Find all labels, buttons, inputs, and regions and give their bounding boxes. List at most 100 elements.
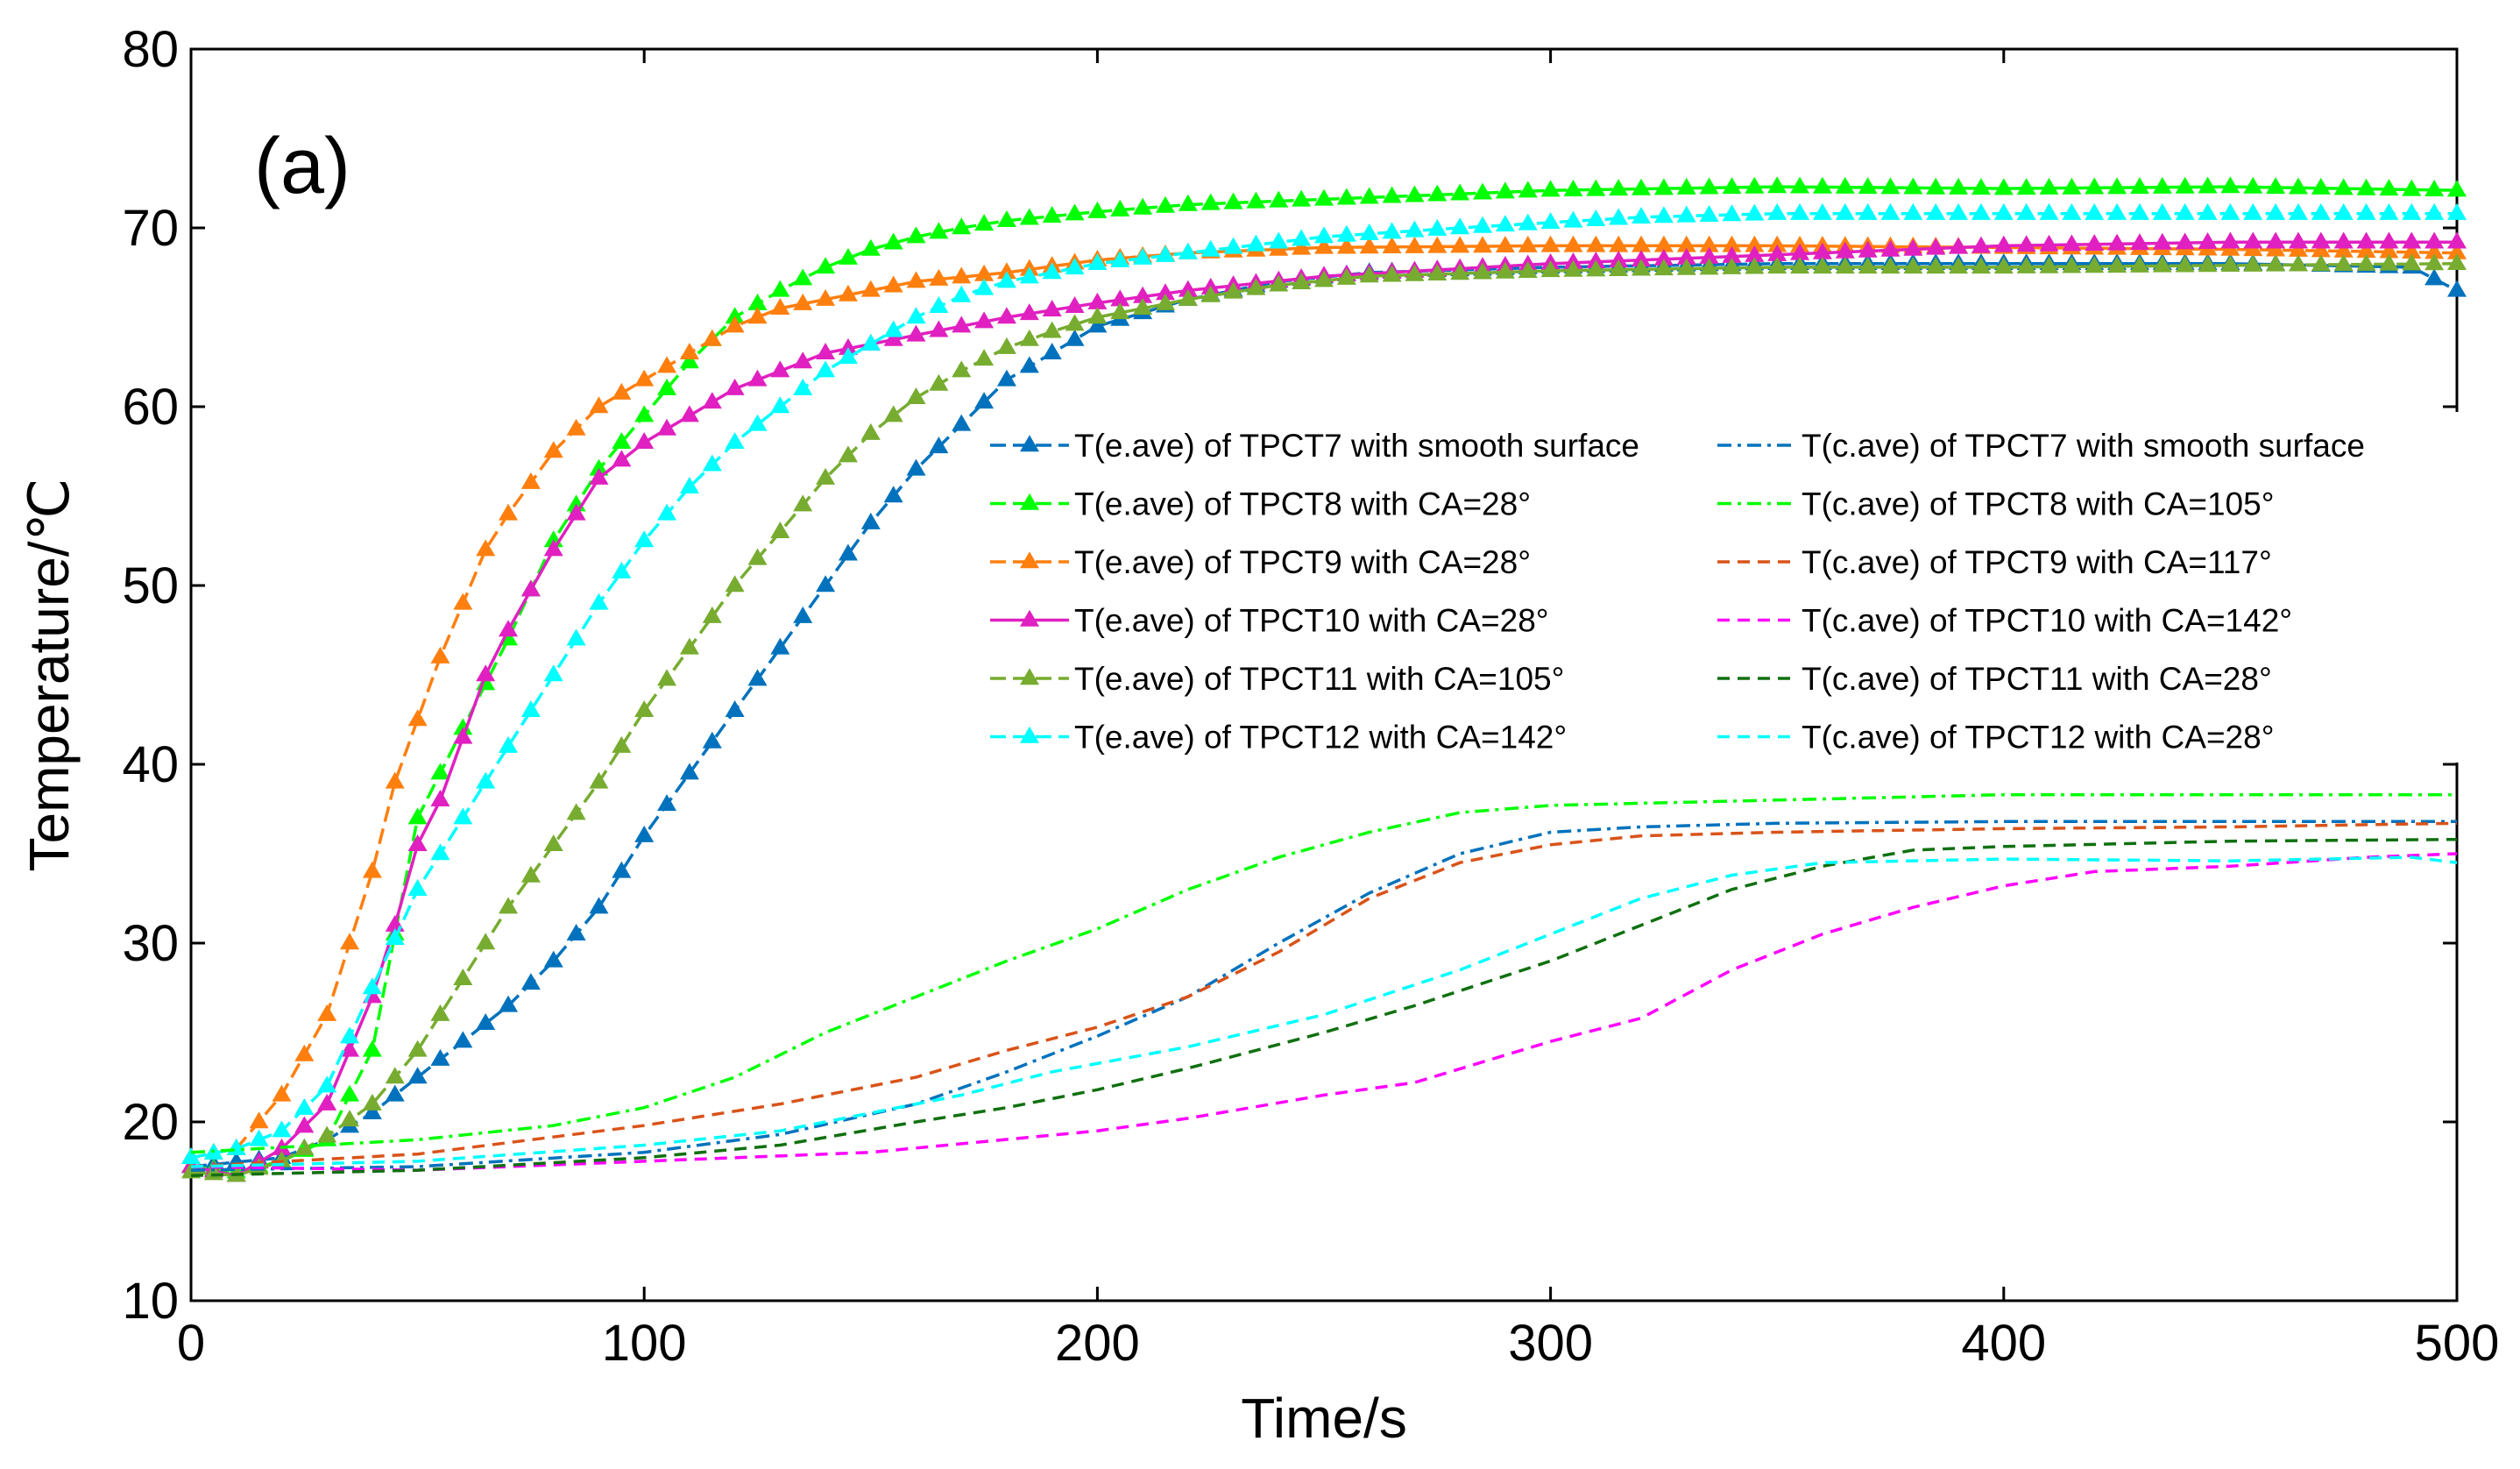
data-point-marker bbox=[1427, 236, 1448, 253]
data-point-marker bbox=[1903, 257, 1923, 274]
data-point-marker bbox=[816, 257, 836, 274]
data-point-marker bbox=[1586, 259, 1606, 277]
data-point-marker bbox=[407, 1067, 428, 1084]
data-point-marker bbox=[2039, 256, 2059, 273]
data-point-marker bbox=[1563, 179, 1583, 196]
data-point-marker bbox=[612, 561, 632, 578]
x-tick-label: 200 bbox=[1055, 1315, 1140, 1372]
data-point-marker bbox=[1269, 190, 1289, 208]
data-point-marker bbox=[996, 307, 1016, 324]
data-point-marker bbox=[770, 280, 790, 297]
data-point-marker bbox=[385, 771, 405, 789]
series-line bbox=[190, 855, 2458, 1168]
data-point-marker bbox=[2379, 231, 2399, 249]
data-point-marker bbox=[1699, 235, 1719, 252]
data-point-marker bbox=[2447, 202, 2467, 220]
data-point-marker bbox=[476, 1013, 496, 1031]
data-point-marker bbox=[1767, 244, 1787, 261]
data-point-marker bbox=[1926, 202, 1946, 220]
data-point-marker bbox=[1699, 177, 1719, 195]
data-point-marker bbox=[793, 268, 813, 286]
data-point-marker bbox=[520, 865, 541, 883]
data-point-marker bbox=[1065, 295, 1085, 313]
data-point-marker bbox=[952, 285, 972, 302]
data-point-marker bbox=[1042, 321, 1062, 338]
data-point-marker bbox=[1653, 259, 1674, 276]
data-point-marker bbox=[1609, 250, 1629, 267]
data-point-marker bbox=[1653, 178, 1674, 195]
data-point-marker bbox=[1178, 194, 1198, 211]
data-point-marker bbox=[2016, 256, 2036, 273]
data-point-marker bbox=[340, 1040, 360, 1057]
data-point-marker bbox=[520, 472, 541, 489]
data-point-marker bbox=[317, 1075, 337, 1093]
data-point-marker bbox=[1200, 239, 1221, 257]
data-point-marker bbox=[860, 333, 881, 351]
data-point-marker bbox=[2085, 177, 2105, 195]
data-point-marker bbox=[453, 727, 473, 744]
data-point-marker bbox=[1745, 203, 1765, 221]
data-point-marker bbox=[2402, 179, 2422, 196]
series-line bbox=[190, 820, 2457, 1172]
data-point-marker bbox=[952, 316, 972, 333]
data-point-marker bbox=[1767, 202, 1787, 220]
data-point-marker bbox=[566, 503, 586, 521]
data-point-marker bbox=[1178, 242, 1198, 259]
data-point-marker bbox=[1110, 302, 1130, 320]
data-point-marker bbox=[2311, 202, 2331, 220]
data-point-marker bbox=[2379, 202, 2399, 220]
series-line bbox=[190, 852, 2458, 1172]
data-point-marker bbox=[2220, 202, 2240, 220]
data-point-marker bbox=[2266, 177, 2286, 195]
data-point-marker bbox=[2129, 177, 2149, 195]
data-point-marker bbox=[612, 861, 632, 878]
data-point-marker bbox=[317, 1004, 337, 1021]
data-point-marker bbox=[1880, 257, 1901, 274]
y-tick-label: 80 bbox=[122, 21, 179, 78]
data-point-marker bbox=[1110, 250, 1130, 267]
data-point-marker bbox=[476, 771, 496, 789]
data-point-marker bbox=[1065, 258, 1085, 275]
data-point-marker bbox=[476, 539, 496, 557]
data-point-marker bbox=[747, 293, 768, 310]
legend-item: T(c.ave) of TPCT7 with smooth surface bbox=[1717, 428, 2365, 464]
data-point-marker bbox=[2152, 176, 2172, 194]
data-point-marker bbox=[430, 790, 450, 807]
data-point-marker bbox=[657, 356, 677, 373]
data-point-marker bbox=[1133, 286, 1153, 303]
data-point-marker bbox=[952, 414, 972, 431]
data-point-marker bbox=[453, 718, 473, 735]
data-point-marker bbox=[1699, 204, 1719, 222]
legend-item: T(c.ave) of TPCT12 with CA=28° bbox=[1717, 720, 2275, 756]
data-point-marker bbox=[1087, 253, 1108, 271]
data-point-marker bbox=[1019, 303, 1039, 321]
data-point-marker bbox=[1178, 280, 1198, 297]
x-tick-label: 300 bbox=[1508, 1315, 1593, 1372]
data-point-marker bbox=[566, 803, 586, 820]
data-point-marker bbox=[1518, 213, 1538, 231]
data-point-marker bbox=[1880, 202, 1901, 220]
data-point-marker bbox=[1155, 283, 1175, 301]
legend-item: T(c.ave) of TPCT10 with CA=142° bbox=[1717, 603, 2292, 639]
data-point-marker bbox=[929, 373, 949, 391]
legend-item: T(c.ave) of TPCT11 with CA=28° bbox=[1717, 661, 2272, 697]
data-point-marker bbox=[407, 879, 428, 897]
data-point-marker bbox=[1042, 205, 1062, 223]
data-point-marker bbox=[2402, 231, 2422, 249]
data-point-marker bbox=[1292, 238, 1312, 255]
legend-label: T(e.ave) of TPCT7 with smooth surface bbox=[1074, 428, 1639, 464]
data-point-marker bbox=[679, 763, 699, 780]
data-point-marker bbox=[1993, 257, 2014, 274]
data-point-marker bbox=[407, 834, 428, 852]
data-point-marker bbox=[2379, 253, 2399, 271]
legend-label: T(e.ave) of TPCT10 with CA=28° bbox=[1074, 603, 1549, 639]
data-point-marker bbox=[2447, 253, 2467, 271]
legend-marker bbox=[1020, 551, 1039, 569]
data-point-marker bbox=[1676, 258, 1696, 275]
data-point-marker bbox=[1586, 235, 1606, 252]
data-point-marker bbox=[612, 735, 632, 753]
data-point-marker bbox=[952, 217, 972, 235]
series-7 bbox=[190, 820, 2457, 1172]
data-point-marker bbox=[1926, 177, 1946, 195]
data-point-marker bbox=[362, 861, 382, 878]
